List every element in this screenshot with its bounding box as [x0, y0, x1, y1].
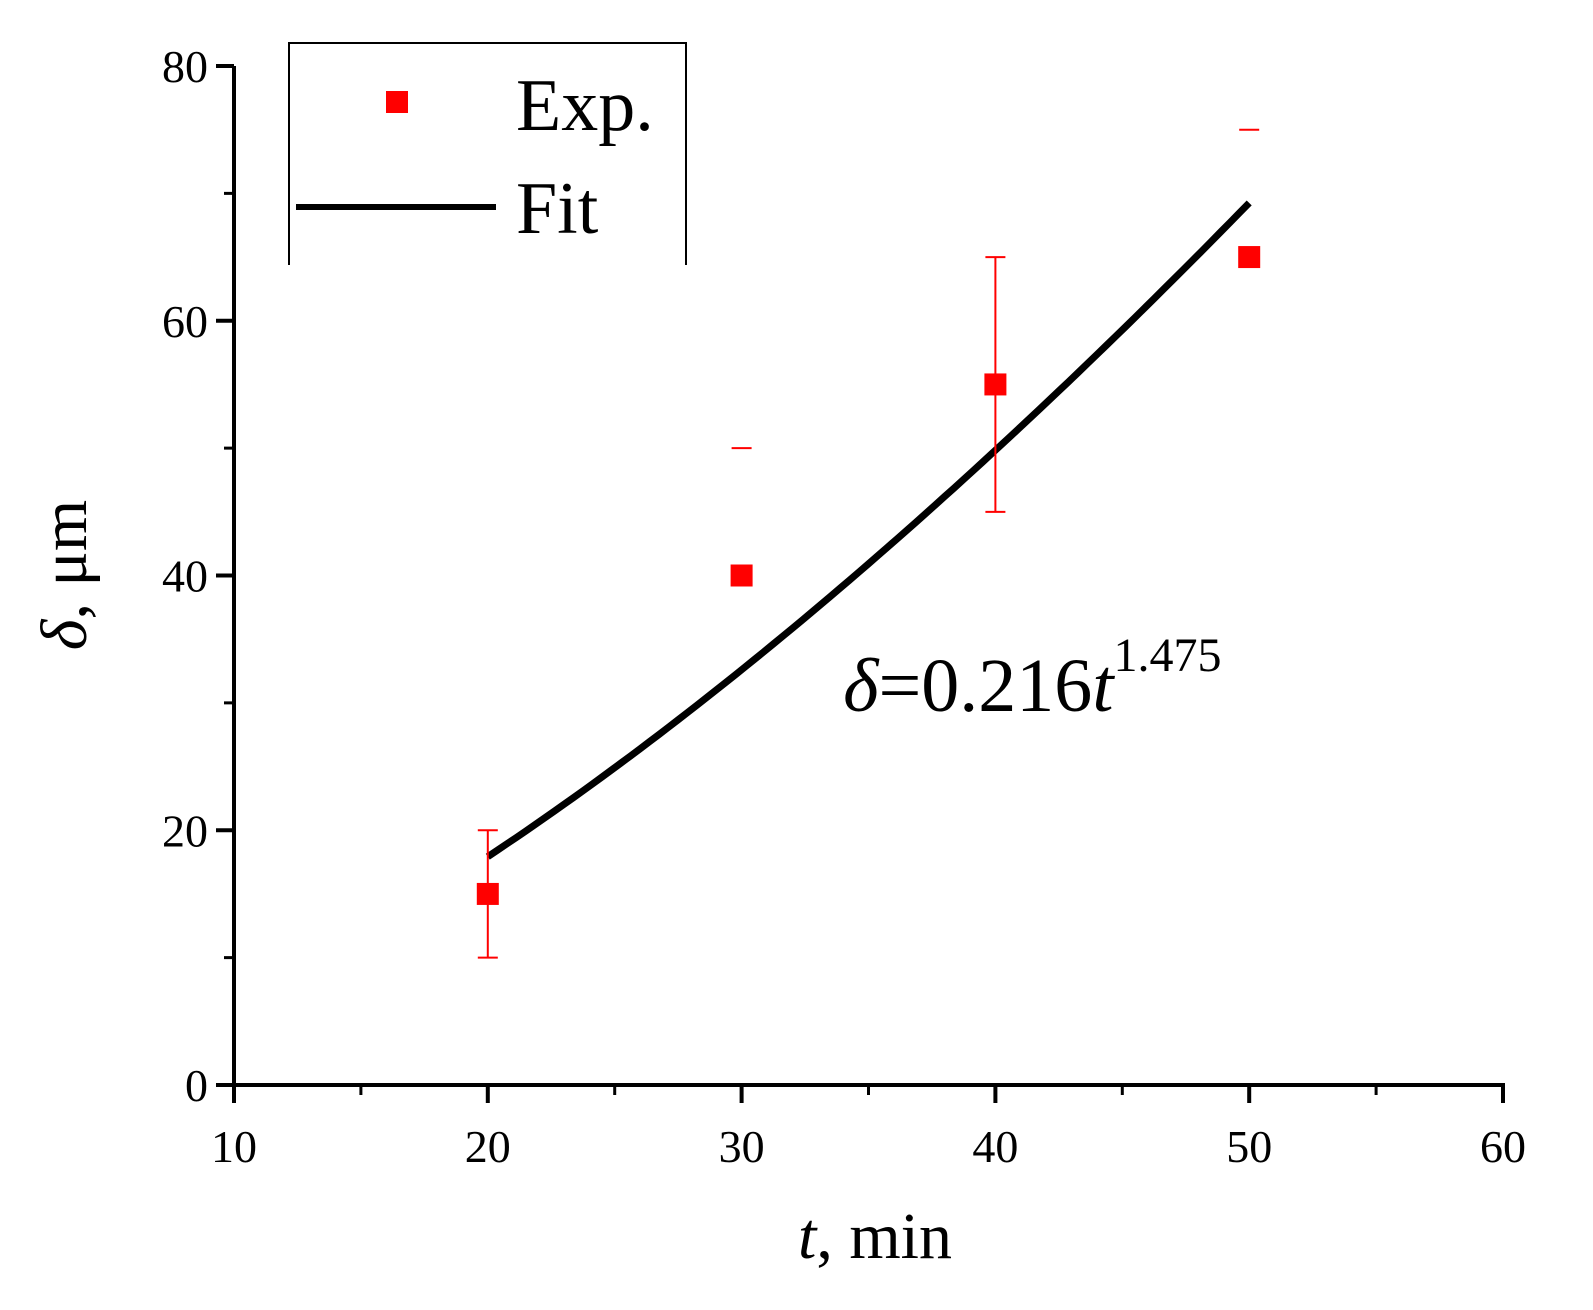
points-layer [476, 128, 1261, 959]
y-tick-label: 20 [162, 805, 208, 856]
y-axis-title: δ, μm [28, 500, 101, 650]
data-point [984, 373, 1007, 396]
legend-fit-label: Fit [516, 168, 599, 250]
legend-exp-label: Exp. [516, 65, 654, 147]
y-tick-label: 40 [162, 551, 208, 602]
data-point [476, 882, 499, 905]
x-tick-label: 20 [465, 1121, 511, 1172]
fit-layer [485, 200, 1252, 860]
x-tick-label: 60 [1480, 1121, 1526, 1172]
x-axis-title: t, min [798, 1200, 952, 1273]
y-tick-label: 0 [185, 1060, 208, 1111]
y-tick-label: 60 [162, 296, 208, 347]
x-tick-label: 40 [972, 1121, 1018, 1172]
fit-equation: δ=0.216t1.475 [843, 629, 1221, 728]
legend-frame [288, 42, 687, 265]
ticks-layer: 10 20 30 40 50 60 0 20 40 60 80 [162, 41, 1526, 1172]
y-tick-label: 80 [162, 41, 208, 92]
legend: Exp. Fit [288, 42, 687, 265]
data-point [730, 564, 753, 587]
x-tick-label: 50 [1226, 1121, 1272, 1172]
x-tick-label: 30 [719, 1121, 765, 1172]
fit-curve [485, 200, 1252, 860]
data-point [1238, 246, 1261, 269]
x-tick-label: 10 [211, 1121, 257, 1172]
legend-exp-marker [386, 91, 408, 113]
